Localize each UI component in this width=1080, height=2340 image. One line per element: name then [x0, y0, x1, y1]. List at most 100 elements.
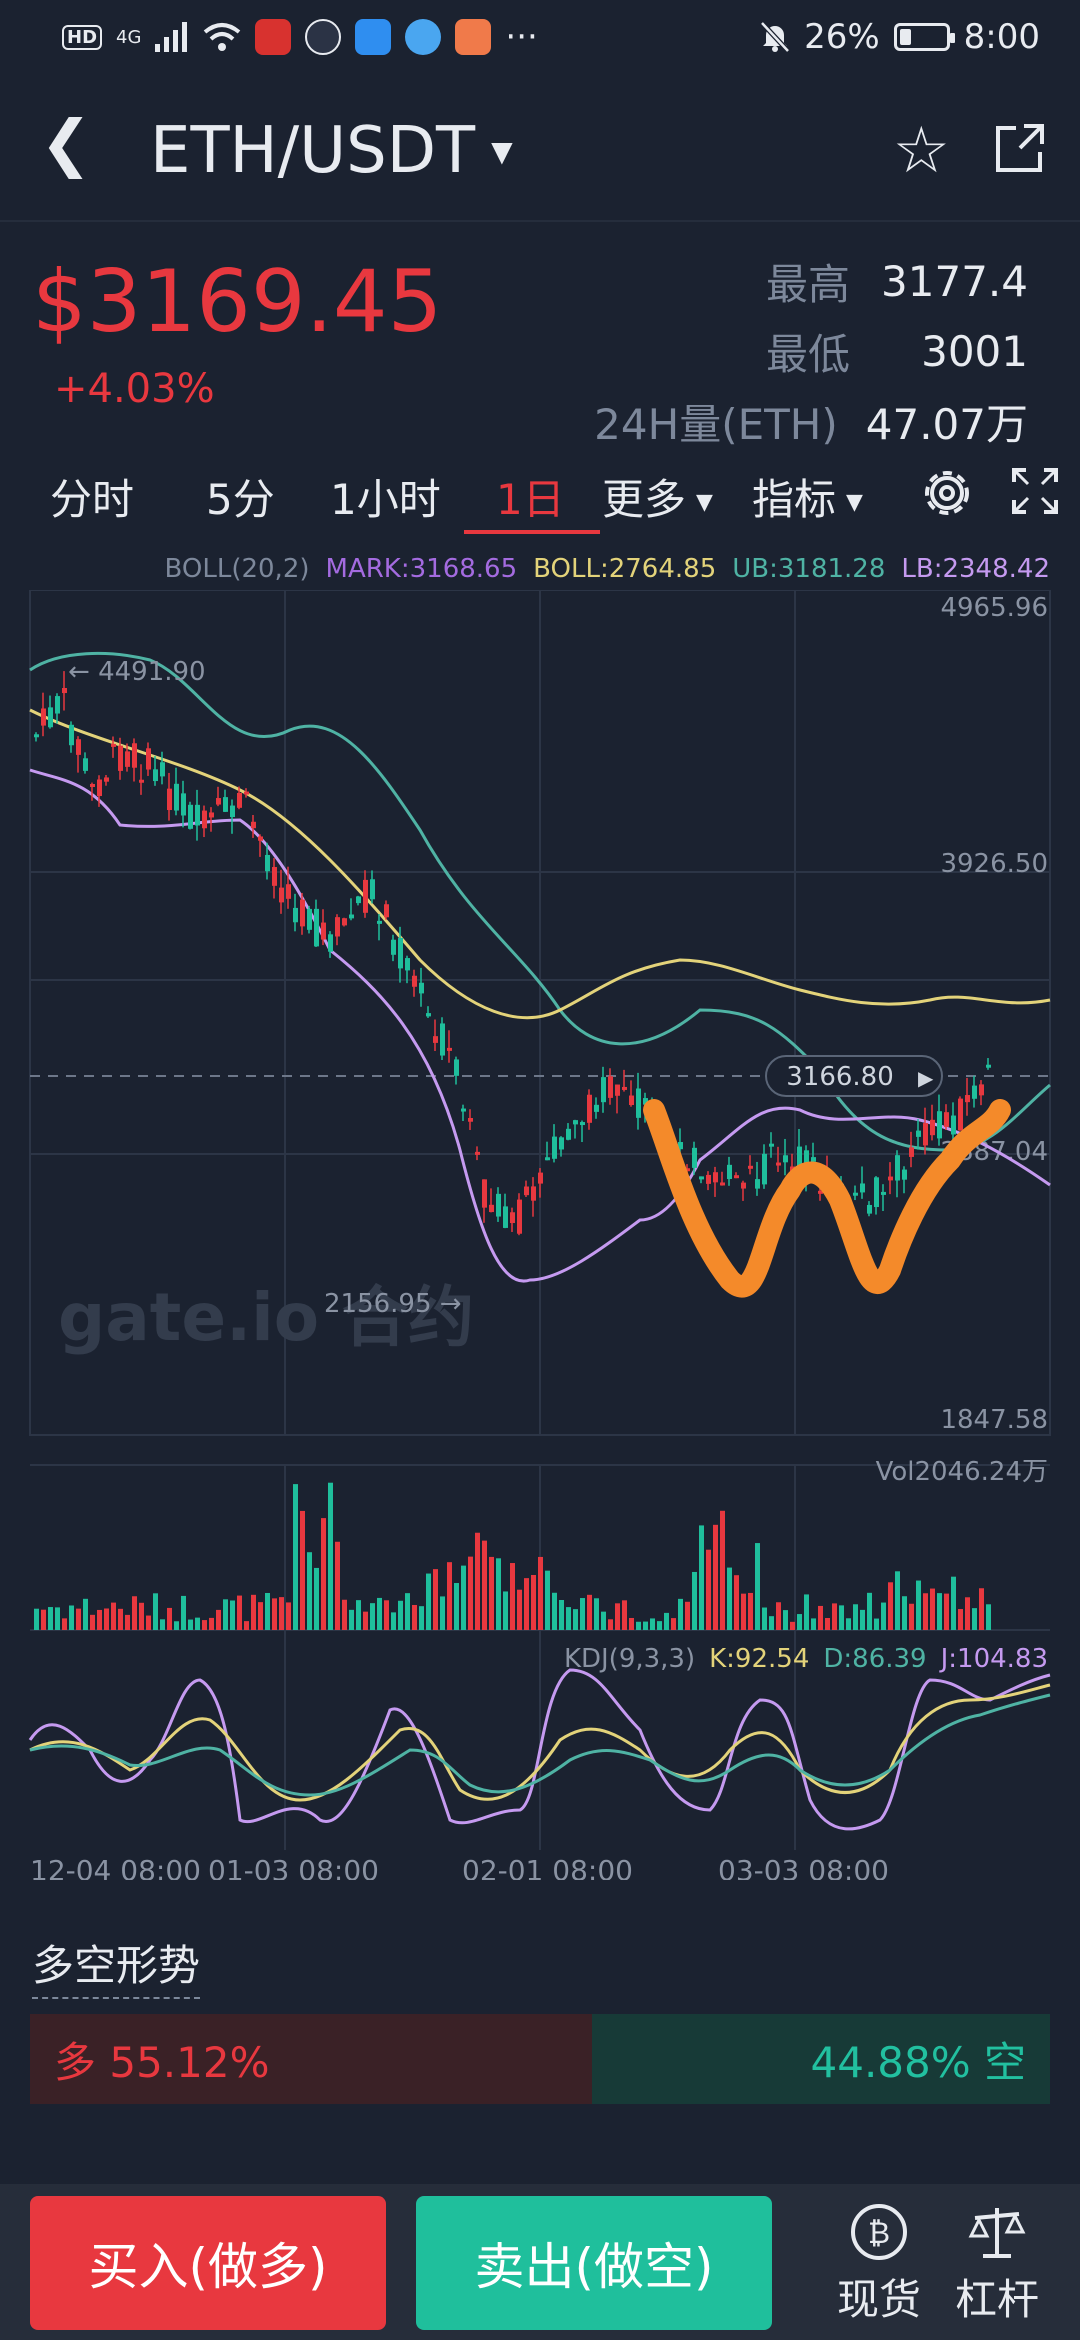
volume-bar: [160, 1619, 165, 1630]
kline-chart[interactable]: gate.io 合约 4965.96 3926.50 2887.04 1847.…: [0, 589, 1080, 1887]
volume-bar: [356, 1600, 361, 1630]
volume-bar: [839, 1605, 844, 1630]
candle: [307, 908, 312, 930]
candle: [461, 1108, 466, 1112]
buy-long-button[interactable]: 买入(做多): [30, 2196, 386, 2330]
volume-bar: [853, 1604, 858, 1630]
sell-short-button[interactable]: 卖出(做空): [416, 2196, 772, 2330]
candle: [370, 879, 375, 900]
candle: [909, 1147, 914, 1157]
more-dropdown-icon: ▼: [696, 490, 713, 515]
long-short-title[interactable]: 多空形势: [32, 1932, 201, 1999]
volume-bar: [776, 1602, 781, 1630]
volume-bar: [314, 1567, 319, 1630]
volume-bar: [692, 1571, 697, 1630]
volume-bar: [552, 1592, 557, 1630]
candle: [223, 797, 228, 812]
high-marker: ← 4491.90: [68, 657, 206, 687]
candle: [510, 1212, 515, 1224]
low-marker-value: 2156.95: [324, 1289, 432, 1319]
tab-indicators[interactable]: 指标 ▼: [752, 466, 863, 527]
volume-label: 24H量(ETH): [594, 399, 838, 449]
candle: [615, 1084, 620, 1096]
app-notification-icon: [255, 19, 292, 55]
share-icon[interactable]: [990, 118, 1050, 178]
candle: [916, 1130, 921, 1137]
tag-arrow-icon: ▶: [918, 1066, 934, 1090]
candle: [440, 1023, 445, 1056]
volume-bar: [937, 1593, 942, 1630]
candle: [55, 696, 60, 714]
status-bar: HD 4G ··· 26% 8:00: [0, 0, 1080, 74]
volume-bar: [363, 1611, 368, 1630]
candle: [580, 1122, 585, 1126]
more-notifications: ···: [505, 17, 538, 57]
candle: [230, 805, 235, 818]
candle: [272, 867, 277, 886]
candle: [279, 887, 284, 903]
app-header: ❮ ETH/USDT ▼ ☆: [0, 74, 1080, 222]
volume-bar: [195, 1617, 200, 1630]
candle: [300, 899, 305, 927]
candle: [447, 1047, 452, 1051]
candle: [195, 804, 200, 826]
volume-bar: [860, 1609, 865, 1630]
volume-bar: [398, 1600, 403, 1630]
volume-bar: [300, 1510, 305, 1630]
candle: [104, 777, 109, 782]
volume-bar: [104, 1608, 109, 1630]
volume-bar: [573, 1609, 578, 1630]
volume-bar: [461, 1565, 466, 1630]
volume-bar: [202, 1620, 207, 1630]
pair-selector[interactable]: ETH/USDT ▼: [150, 114, 513, 188]
spot-label: 现货: [836, 2275, 921, 2324]
indicator-legend: BOLL(20,2) MARK:3168.65 BOLL:2764.85 UB:…: [165, 554, 1050, 584]
kdj-j: J:104.83: [939, 1644, 1048, 1674]
candle: [216, 798, 221, 805]
tab-1day[interactable]: 1日: [496, 475, 565, 524]
volume-bar: [258, 1602, 263, 1630]
volume-bar: [748, 1592, 753, 1630]
tab-minute[interactable]: 分时: [50, 475, 135, 524]
volume-bar: [69, 1605, 74, 1630]
legend-lb: LB:2348.42: [901, 554, 1050, 584]
bitcoin-icon: ₿: [851, 2204, 907, 2260]
star-icon[interactable]: ☆: [892, 114, 950, 188]
candle: [139, 779, 144, 783]
fullscreen-icon[interactable]: [1010, 466, 1060, 516]
candle: [384, 904, 389, 918]
candle: [209, 812, 214, 818]
price-change: +4.03%: [54, 366, 215, 412]
volume-bar: [636, 1621, 641, 1630]
candle: [720, 1182, 725, 1186]
volume-bar: [804, 1594, 809, 1630]
candle: [293, 907, 298, 923]
candle: [265, 854, 270, 872]
volume-bar: [825, 1617, 830, 1630]
low-label: 最低: [765, 329, 850, 379]
current-price-tag[interactable]: 3166.80 ▶: [765, 1055, 943, 1097]
candle: [342, 918, 347, 926]
volume-bar: [664, 1612, 669, 1630]
candle: [965, 1095, 970, 1103]
candle: [622, 1086, 627, 1090]
volume-bar: [538, 1556, 543, 1630]
spot-nav[interactable]: ₿ 现货: [824, 2202, 934, 2327]
candle: [363, 879, 368, 913]
back-icon[interactable]: ❮: [40, 106, 92, 179]
y-tick-1: 4965.96: [940, 593, 1048, 623]
volume-bar: [685, 1601, 690, 1630]
candle: [286, 884, 291, 899]
volume-bar: [874, 1618, 879, 1630]
margin-nav[interactable]: 杠杆: [942, 2202, 1052, 2327]
volume-bar: [594, 1598, 599, 1630]
candle: [391, 939, 396, 955]
tab-more[interactable]: 更多 ▼: [602, 466, 713, 527]
tab-5min[interactable]: 5分: [206, 475, 275, 524]
tab-1hour[interactable]: 1小时: [330, 475, 441, 524]
candle: [818, 1190, 823, 1194]
volume-bar: [146, 1615, 151, 1630]
gear-icon[interactable]: [918, 464, 976, 522]
chart-canvas[interactable]: gate.io 合约 4965.96 3926.50 2887.04 1847.…: [0, 589, 1080, 1887]
hand-icon: [305, 19, 342, 55]
